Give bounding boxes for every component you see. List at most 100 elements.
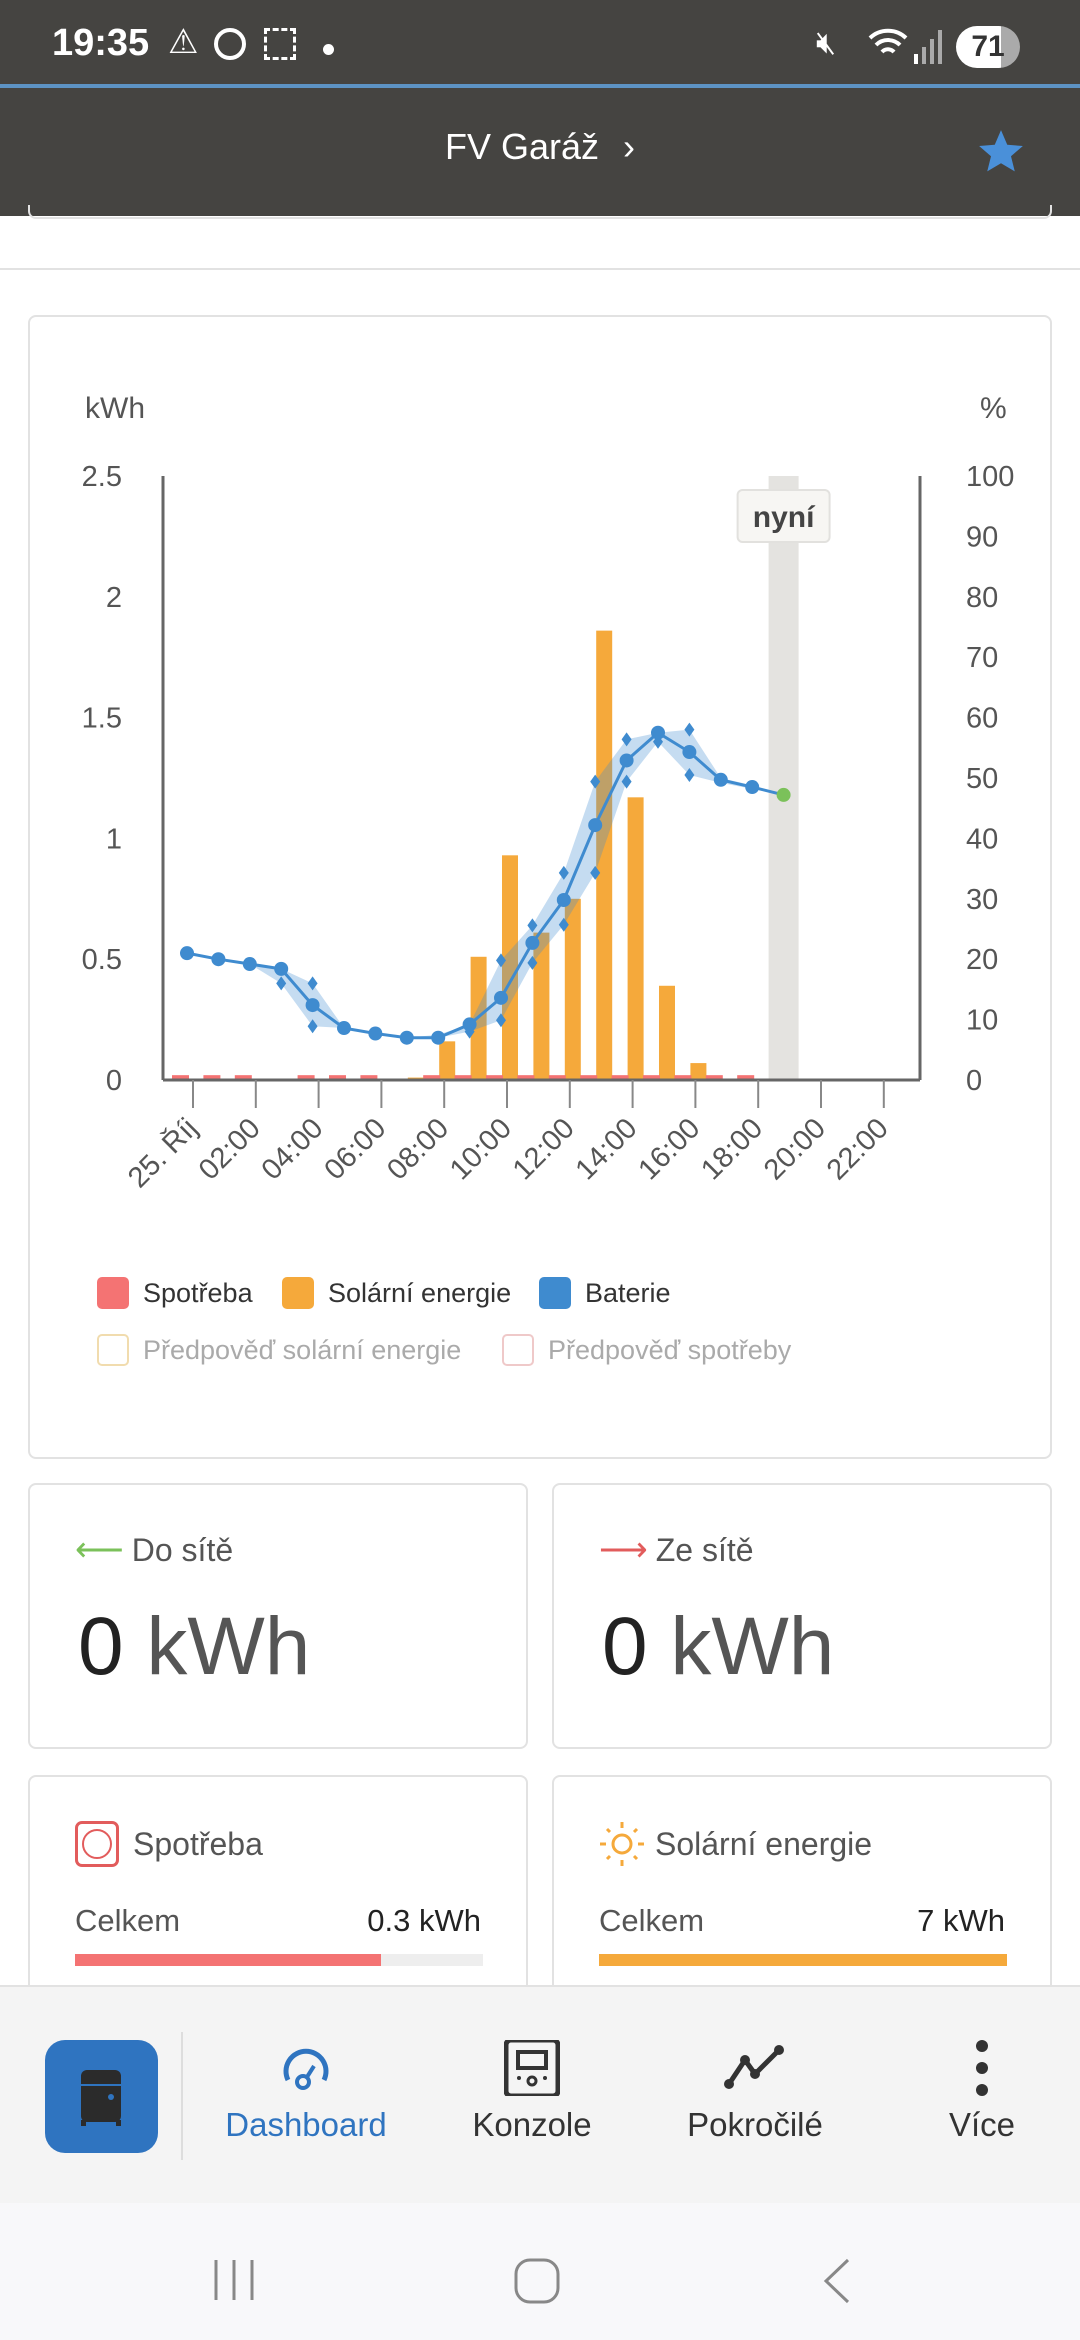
battery-indicator: 71	[956, 26, 1020, 68]
home-icon[interactable]	[514, 2258, 560, 2304]
recents-icon[interactable]	[213, 2258, 257, 2302]
legend-battery[interactable]: Baterie	[539, 1277, 671, 1309]
battery-range-marker	[464, 1024, 475, 1039]
x-tick-label: 22:00	[821, 1112, 895, 1186]
gauge-icon	[283, 2048, 329, 2090]
consumption-bar	[705, 1075, 723, 1080]
from-grid-card[interactable]: ⟶ Ze sítě 0 kWh	[552, 1483, 1052, 1749]
more-vertical-icon	[976, 2040, 988, 2096]
battery-point	[242, 957, 257, 972]
battery-point	[588, 818, 603, 833]
signal-icon	[914, 30, 942, 69]
legend-solar-forecast[interactable]: Předpověď solární energie	[97, 1334, 461, 1366]
device-button[interactable]	[45, 2040, 158, 2153]
battery-point	[274, 961, 289, 976]
battery-range-marker	[496, 953, 506, 968]
from-grid-unit: kWh	[670, 1601, 835, 1692]
legend-swatch	[539, 1277, 571, 1309]
nav-more[interactable]: Více	[882, 2040, 1080, 2144]
battery-range-marker	[590, 774, 601, 789]
right-tick-label: 10	[966, 1005, 998, 1037]
right-tick-label: 50	[966, 763, 998, 795]
line-chart-icon	[724, 2045, 784, 2089]
from-grid-title: Ze sítě	[655, 1531, 754, 1568]
console-icon	[504, 2040, 560, 2096]
battery-point	[431, 1030, 446, 1045]
previous-card-edge	[28, 205, 1052, 219]
battery-point	[494, 990, 508, 1005]
solar-bar	[533, 932, 550, 1080]
notification-dot-icon	[323, 44, 334, 55]
consumption-bar	[643, 1075, 660, 1080]
battery-point	[399, 1030, 414, 1045]
to-grid-title: Do sítě	[131, 1531, 234, 1568]
back-icon[interactable]	[822, 2258, 852, 2304]
energy-chart-card	[28, 315, 1052, 1459]
whatsapp-icon	[214, 28, 246, 60]
solar-bar	[690, 1063, 707, 1080]
nav-advanced[interactable]: Pokročilé	[655, 2040, 855, 2144]
left-tick-label: 1	[106, 823, 122, 855]
battery-range-marker	[558, 917, 569, 932]
legend-consumption-forecast[interactable]: Předpověď spotřeby	[502, 1334, 791, 1366]
battery-range-marker	[684, 722, 695, 737]
nav-label: Dashboard	[225, 2106, 387, 2143]
solar-title: Solární energie	[655, 1825, 873, 1862]
battery-point	[337, 1021, 351, 1036]
consumption-bar	[548, 1075, 566, 1080]
legend-label: Solární energie	[328, 1277, 512, 1308]
legend-consumption[interactable]: Spotřeba	[97, 1277, 253, 1309]
nav-label: Konzole	[472, 2106, 592, 2143]
battery-range-marker	[307, 1019, 318, 1034]
solar-bar	[659, 985, 675, 1080]
solar-progress	[599, 1954, 1007, 1966]
consumption-bar	[580, 1075, 598, 1080]
to-grid-card[interactable]: ⟵ Do sítě 0 kWh	[28, 1483, 528, 1749]
battery-range-marker	[653, 734, 663, 749]
wifi-icon	[866, 24, 910, 72]
site-title-button[interactable]: FV Garáž ›	[0, 126, 1080, 168]
mute-icon: 🔇︎	[816, 24, 837, 60]
x-tick-label: 16:00	[632, 1112, 706, 1186]
solar-total-label: Celkem	[599, 1903, 705, 1938]
nav-dashboard[interactable]: Dashboard	[206, 2040, 406, 2144]
nav-label: Pokročilé	[687, 2106, 823, 2143]
arrow-left-icon: ⟵	[75, 1531, 124, 1569]
solar-progress-fill	[599, 1954, 1007, 1966]
battery-point	[713, 772, 728, 787]
battery-point	[525, 935, 540, 950]
nav-console[interactable]: Konzole	[432, 2040, 632, 2144]
sun-icon	[600, 1822, 644, 1866]
from-grid-value: 0	[602, 1601, 648, 1692]
legend-swatch	[97, 1334, 129, 1366]
battery-point	[211, 952, 226, 967]
right-tick-label: 40	[966, 823, 998, 855]
power-socket-icon	[75, 1821, 119, 1867]
star-favorite-icon[interactable]	[976, 126, 1026, 176]
solar-total-value: 7 kWh	[917, 1903, 1005, 1938]
consumption-bar	[423, 1075, 441, 1080]
battery-range-marker	[684, 767, 695, 782]
battery-range-marker	[621, 732, 632, 747]
x-tick-label: 02:00	[193, 1112, 267, 1186]
legend-swatch	[282, 1277, 314, 1309]
x-tick-label: 10:00	[444, 1112, 518, 1186]
x-tick-label: 18:00	[695, 1112, 769, 1186]
solar-bar	[564, 898, 581, 1080]
battery-point	[180, 946, 194, 961]
screenshot-icon	[264, 28, 296, 60]
left-axis-label: kWh	[85, 392, 145, 425]
x-tick-label: 12:00	[507, 1112, 581, 1186]
battery-range-marker	[558, 865, 569, 880]
battery-point	[462, 1017, 477, 1032]
legend-solar[interactable]: Solární energie	[282, 1277, 511, 1309]
right-tick-label: 20	[966, 944, 998, 976]
to-grid-unit: kWh	[146, 1601, 311, 1692]
solar-bar	[439, 1041, 456, 1080]
consumption-bar	[203, 1075, 221, 1080]
right-tick-label: 30	[966, 884, 998, 916]
battery-point	[745, 780, 760, 795]
battery-point	[305, 998, 320, 1013]
solar-bar	[596, 630, 613, 1080]
chevron-right-icon: ›	[623, 126, 636, 167]
